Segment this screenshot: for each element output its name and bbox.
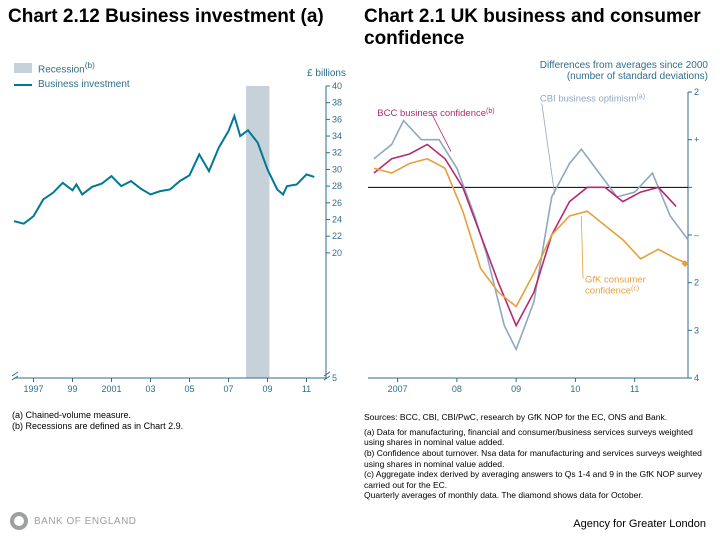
svg-text:BCC business confidence(b): BCC business confidence(b) [377,107,494,119]
svg-text:20: 20 [332,248,342,258]
footnote-rc2: Quarterly averages of monthly data. The … [364,490,710,501]
svg-text:08: 08 [452,384,462,394]
svg-text:11: 11 [302,384,311,394]
chart-212-footnotes: (a) Chained-volume measure. (b) Recessio… [12,410,183,432]
svg-text:2007: 2007 [388,384,408,394]
footnote-rb: (b) Confidence about turnover. Nsa data … [364,448,710,469]
svg-text:09: 09 [262,384,272,394]
sources-line: Sources: BCC, CBI, CBI/PwC, research by … [364,412,710,423]
svg-text:10: 10 [570,384,580,394]
footnote-rc1: (c) Aggregate index derived by averaging… [364,469,710,490]
svg-text:22: 22 [332,231,342,241]
svg-text:03: 03 [145,384,155,394]
svg-text:2001: 2001 [101,384,121,394]
footnote-a: (a) Chained-volume measure. [12,410,183,421]
svg-text:34: 34 [332,131,342,141]
chart-21-sources-block: Sources: BCC, CBI, CBI/PwC, research by … [364,412,710,501]
svg-text:32: 32 [332,148,342,158]
svg-text:+: + [694,135,699,145]
footnote-ra: (a) Data for manufacturing, financial an… [364,427,710,448]
svg-text:confidence(c): confidence(c) [585,285,639,297]
chart-21-y-label: Differences from averages since 2000 (nu… [540,60,708,82]
svg-text:07: 07 [223,384,233,394]
footnote-b: (b) Recessions are defined as in Chart 2… [12,421,183,432]
agency-label: Agency for Greater London [573,518,706,530]
boe-text: BANK OF ENGLAND [34,516,137,527]
svg-text:30: 30 [332,164,342,174]
svg-text:GfK consumer: GfK consumer [585,275,646,286]
chart-21-svg: 4 3 2 – +2 2007 08 09 10 11 CBI business optimism(… [364,86,712,402]
svg-text:CBI business optimism(a): CBI business optimism(a) [540,93,645,105]
svg-text:40: 40 [332,82,342,91]
svg-text:–: – [694,230,699,240]
svg-text:24: 24 [332,214,342,224]
recession-swatch [14,63,32,73]
svg-text:99: 99 [67,384,77,394]
chart-212-svg: 20 22 24 26 28 30 32 34 36 38 40 5 1997 99 2001 03 05 07 0… [8,82,356,402]
svg-text:28: 28 [332,181,342,191]
svg-text:4: 4 [694,373,699,383]
svg-text:09: 09 [511,384,521,394]
chart-212-y-label: £ billions [307,68,346,79]
svg-text:36: 36 [332,114,342,124]
bank-of-england-logo: BANK OF ENGLAND [10,512,137,530]
svg-text:2: 2 [694,87,699,97]
svg-text:2: 2 [694,278,699,288]
svg-text:5: 5 [332,373,337,383]
svg-text:11: 11 [630,384,639,394]
legend-recession-label: Recession(b) [38,60,95,75]
chart-21-title: Chart 2.1 UK business and consumer confi… [364,6,712,51]
svg-text:05: 05 [184,384,194,394]
chart-212-title: Chart 2.12 Business investment (a) [8,6,354,28]
svg-text:26: 26 [332,198,342,208]
svg-text:38: 38 [332,98,342,108]
svg-text:3: 3 [694,325,699,335]
boe-icon [10,512,28,530]
svg-text:1997: 1997 [23,384,43,394]
